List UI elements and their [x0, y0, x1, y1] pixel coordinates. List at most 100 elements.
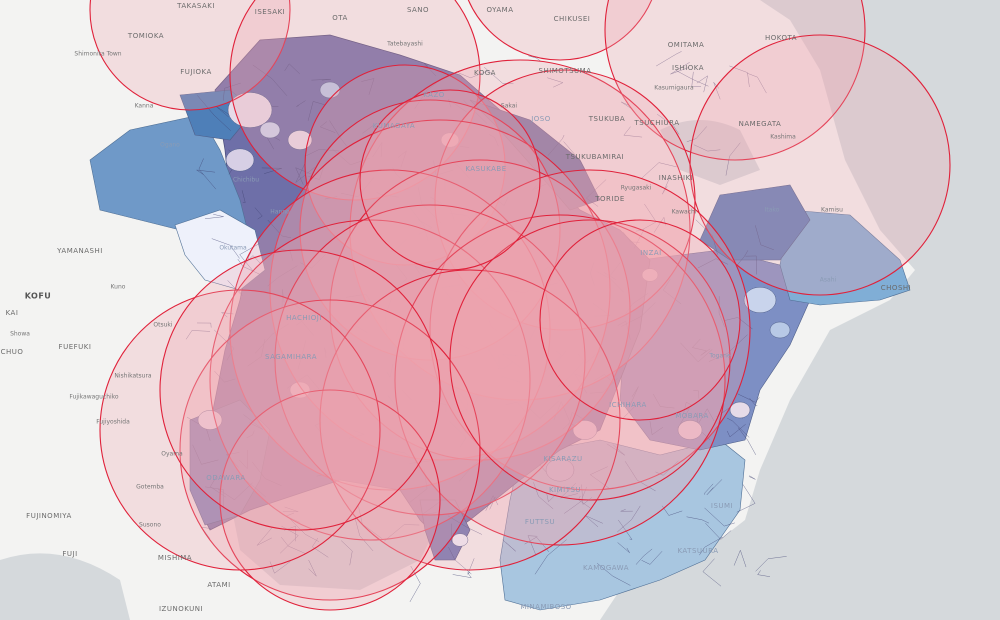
municipal-border [653, 393, 675, 409]
municipal-border [454, 163, 470, 179]
label-okutama: Okutama [219, 244, 247, 252]
municipal-border [563, 141, 586, 171]
label-ota: OTA [332, 14, 348, 22]
municipal-border [704, 507, 735, 527]
municipal-border [622, 231, 640, 243]
municipal-border [755, 556, 787, 572]
municipal-border [488, 349, 500, 368]
municipality-patch [225, 148, 255, 172]
radius-circle [229, 0, 481, 201]
municipal-border [629, 386, 639, 407]
municipal-border [641, 551, 663, 565]
municipal-border [471, 276, 491, 292]
label-susono: Susono [139, 521, 161, 529]
municipal-border [746, 72, 767, 94]
radius-circle [434, 69, 696, 331]
label-otsuki: Otsuki [153, 321, 173, 329]
label-ogano: Ogano [160, 141, 180, 149]
label-ichihara: ICHIHARA [609, 401, 647, 409]
municipal-border [341, 540, 353, 566]
municipality-patch [729, 401, 751, 419]
municipal-border [267, 219, 292, 239]
radius-circle [89, 0, 291, 111]
label-chikusei: CHIKUSEI [553, 15, 591, 23]
municipal-border [409, 207, 429, 241]
label-hachioji: HACHIOJI [286, 314, 322, 322]
municipal-border [241, 190, 246, 203]
municipal-border [223, 82, 241, 101]
municipal-border [696, 75, 708, 93]
municipal-border [686, 516, 710, 524]
label-kawachi: Kawachi [671, 208, 697, 216]
municipal-border [462, 236, 492, 256]
municipal-border [211, 238, 240, 259]
label-joso: JOSO [531, 115, 551, 123]
lake-kasumigaura [660, 120, 760, 185]
label-kai: KAI [5, 309, 19, 317]
municipal-border [456, 255, 477, 262]
label-chuo: CHUO [0, 348, 24, 356]
radius-circle [219, 389, 441, 611]
municipal-border [384, 297, 392, 334]
municipal-border [394, 450, 413, 459]
municipal-border [459, 451, 490, 482]
municipal-border [568, 412, 588, 426]
label-oyama2: Oyama [161, 450, 183, 458]
label-kasumigaura: Kasumigaura [654, 84, 694, 92]
label-choshi: CHOSHI [880, 284, 912, 292]
municipal-border [621, 302, 656, 327]
municipal-border [467, 558, 475, 575]
municipal-border [252, 64, 288, 96]
municipal-border [196, 169, 216, 175]
label-isesaki: ISESAKI [254, 8, 286, 16]
municipal-border [281, 537, 306, 554]
municipal-border [448, 546, 472, 575]
label-kazo: KAZO [423, 91, 445, 99]
municipal-border [635, 548, 653, 565]
municipal-border [329, 120, 347, 147]
municipal-border [417, 219, 433, 235]
municipal-border [192, 444, 219, 465]
municipal-border [447, 515, 483, 535]
radius-circle [179, 299, 481, 601]
municipal-border [726, 417, 750, 438]
municipal-border [532, 183, 547, 191]
label-fujinomiya: FUJINOMIYA [26, 512, 72, 520]
municipal-border [505, 401, 527, 414]
municipal-border [376, 192, 399, 198]
municipal-border [197, 322, 212, 328]
radius-circle [159, 249, 441, 531]
municipal-border [384, 524, 420, 542]
municipal-border [502, 354, 523, 370]
municipal-border [708, 334, 748, 362]
sagami-bay [230, 480, 440, 590]
municipal-border [457, 332, 474, 352]
municipal-border [276, 247, 293, 261]
label-asahi: Asahi [819, 276, 837, 284]
municipal-border [489, 134, 499, 147]
municipal-border [307, 101, 326, 121]
municipal-border [680, 342, 713, 363]
municipal-border [640, 203, 657, 231]
label-tatebayashi: Tatebayashi [387, 40, 423, 48]
municipal-border [297, 340, 306, 370]
municipal-border [737, 393, 760, 403]
municipal-border [297, 316, 314, 336]
municipal-border [441, 284, 461, 302]
municipal-border [281, 289, 285, 309]
municipal-border [319, 121, 336, 133]
municipal-border [724, 317, 753, 330]
municipal-border [691, 338, 707, 351]
municipal-border [704, 483, 714, 495]
municipal-border [251, 461, 282, 486]
municipal-border [594, 374, 615, 384]
municipal-border [670, 62, 690, 75]
label-tomioka: TOMIOKA [127, 32, 165, 40]
municipal-border [198, 158, 217, 190]
municipal-border [300, 253, 327, 269]
municipal-border [533, 482, 554, 510]
municipal-border [661, 505, 683, 516]
municipal-border [596, 261, 621, 279]
label-inzai: INZAI [640, 249, 662, 257]
